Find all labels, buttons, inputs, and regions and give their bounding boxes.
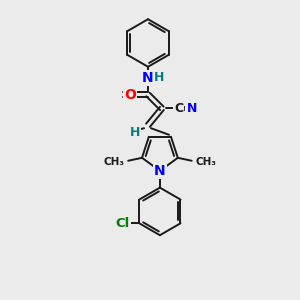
Text: H: H	[130, 126, 140, 139]
Text: CH₃: CH₃	[103, 157, 124, 167]
Text: Cl: Cl	[115, 217, 130, 230]
Text: CH₃: CH₃	[196, 157, 217, 167]
Text: N: N	[154, 164, 166, 178]
Text: H: H	[154, 71, 164, 84]
Text: C: C	[174, 102, 183, 115]
Text: N: N	[142, 71, 154, 85]
Text: O: O	[124, 88, 136, 101]
Text: N: N	[186, 102, 197, 115]
